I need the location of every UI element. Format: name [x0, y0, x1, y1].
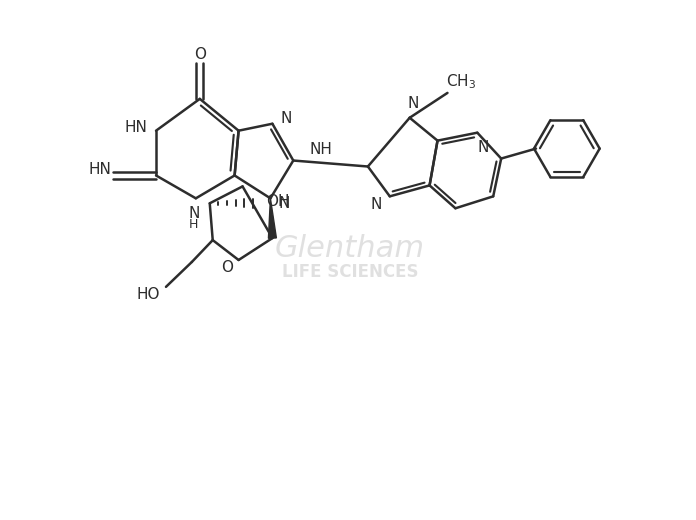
Text: N: N: [370, 197, 381, 212]
Text: HN: HN: [125, 120, 148, 135]
Text: N: N: [280, 111, 292, 126]
Text: HN: HN: [89, 162, 112, 177]
Polygon shape: [269, 198, 276, 238]
Text: CH$_3$: CH$_3$: [446, 73, 477, 92]
Text: O: O: [221, 261, 232, 276]
Text: N: N: [477, 140, 489, 155]
Text: LIFE SCIENCES: LIFE SCIENCES: [282, 263, 418, 281]
Text: H: H: [189, 218, 198, 231]
Text: N: N: [188, 206, 200, 221]
Text: N: N: [408, 96, 419, 111]
Text: NH: NH: [309, 142, 332, 157]
Text: N: N: [278, 196, 290, 211]
Text: HO: HO: [136, 288, 160, 302]
Text: Glentham: Glentham: [275, 233, 425, 263]
Text: OH: OH: [267, 194, 290, 209]
Text: O: O: [193, 47, 206, 61]
